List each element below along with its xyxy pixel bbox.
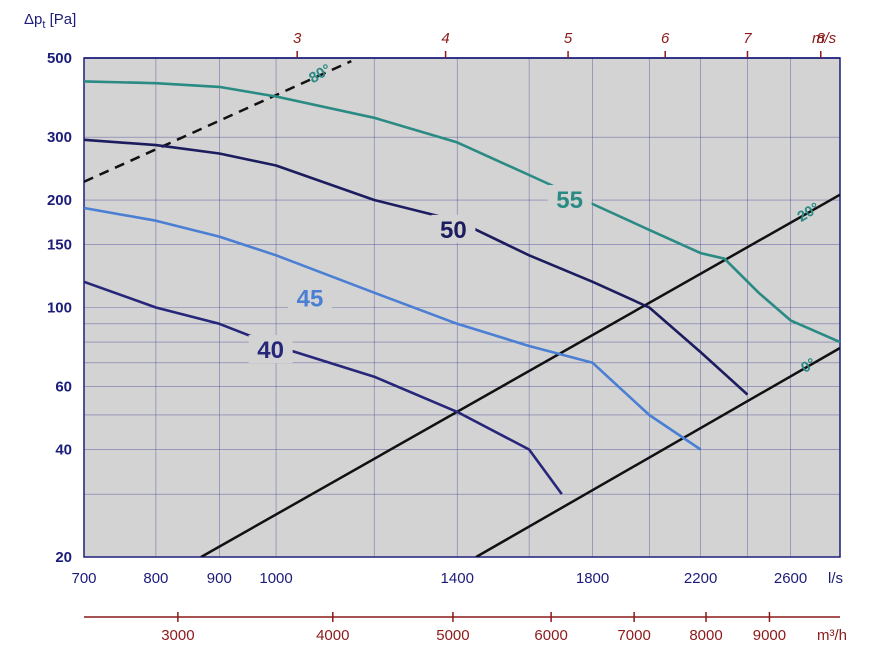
y-tick-label: 60 bbox=[55, 379, 72, 396]
y-tick-label: 150 bbox=[47, 237, 72, 254]
x-tick-label: 1400 bbox=[441, 570, 474, 587]
top-tick-label: 4 bbox=[441, 30, 449, 47]
x-tick-label: 2200 bbox=[684, 570, 717, 587]
m3h-tick-label: 6000 bbox=[534, 627, 567, 644]
system-line bbox=[84, 59, 352, 183]
x-axis-unit-m3h: m³/h bbox=[817, 627, 847, 644]
y-axis-label: Δpt [Pa] bbox=[24, 11, 76, 31]
curve-label-bg bbox=[248, 335, 293, 364]
y-tick-label: 200 bbox=[47, 192, 72, 209]
top-tick-label: 6 bbox=[661, 30, 670, 47]
x-tick-label: 900 bbox=[207, 570, 232, 587]
x-axis-unit-ls: l/s bbox=[828, 570, 843, 587]
top-tick-label: 5 bbox=[564, 30, 573, 47]
curve-label: 55 bbox=[556, 187, 583, 214]
curve-label-bg bbox=[431, 214, 476, 243]
axes: 20 40 60 100 150 200 300 500 700 800 900 1000 1400 18… bbox=[47, 30, 840, 644]
fan-curve bbox=[83, 280, 563, 495]
fan-curve bbox=[83, 206, 702, 451]
y-tick-label: 100 bbox=[47, 300, 72, 317]
m3h-tick-label: 7000 bbox=[617, 627, 650, 644]
m3h-tick-label: 5000 bbox=[436, 627, 469, 644]
y-tick-label: 20 bbox=[55, 549, 72, 566]
x-tick-label: 2600 bbox=[774, 570, 807, 587]
system-line bbox=[475, 346, 840, 557]
system-line bbox=[200, 193, 840, 557]
top-tick-label: 8 bbox=[817, 30, 826, 47]
y-tick-label: 300 bbox=[47, 129, 72, 146]
x-tick-label: 700 bbox=[71, 570, 96, 587]
y-tick-label: 40 bbox=[55, 442, 72, 459]
curve-label: 40 bbox=[257, 337, 284, 364]
curve-label-bg bbox=[547, 185, 592, 214]
x-tick-label: 1800 bbox=[576, 570, 609, 587]
m3h-tick-label: 4000 bbox=[316, 627, 349, 644]
x-tick-label: 1000 bbox=[259, 570, 292, 587]
x-tick-label: 800 bbox=[143, 570, 168, 587]
top-tick-label: 7 bbox=[743, 30, 752, 47]
curve-label: 45 bbox=[297, 285, 324, 312]
m3h-tick-label: 9000 bbox=[753, 627, 786, 644]
y-tick-label: 500 bbox=[47, 50, 72, 67]
top-tick-label: 3 bbox=[293, 30, 302, 47]
m3h-tick-label: 8000 bbox=[689, 627, 722, 644]
curve-label: 50 bbox=[440, 217, 467, 244]
x-axis-unit-ms: m/s bbox=[812, 30, 837, 47]
system-lines bbox=[84, 59, 840, 557]
curve-label-bg bbox=[287, 283, 332, 312]
m3h-tick-label: 3000 bbox=[161, 627, 194, 644]
